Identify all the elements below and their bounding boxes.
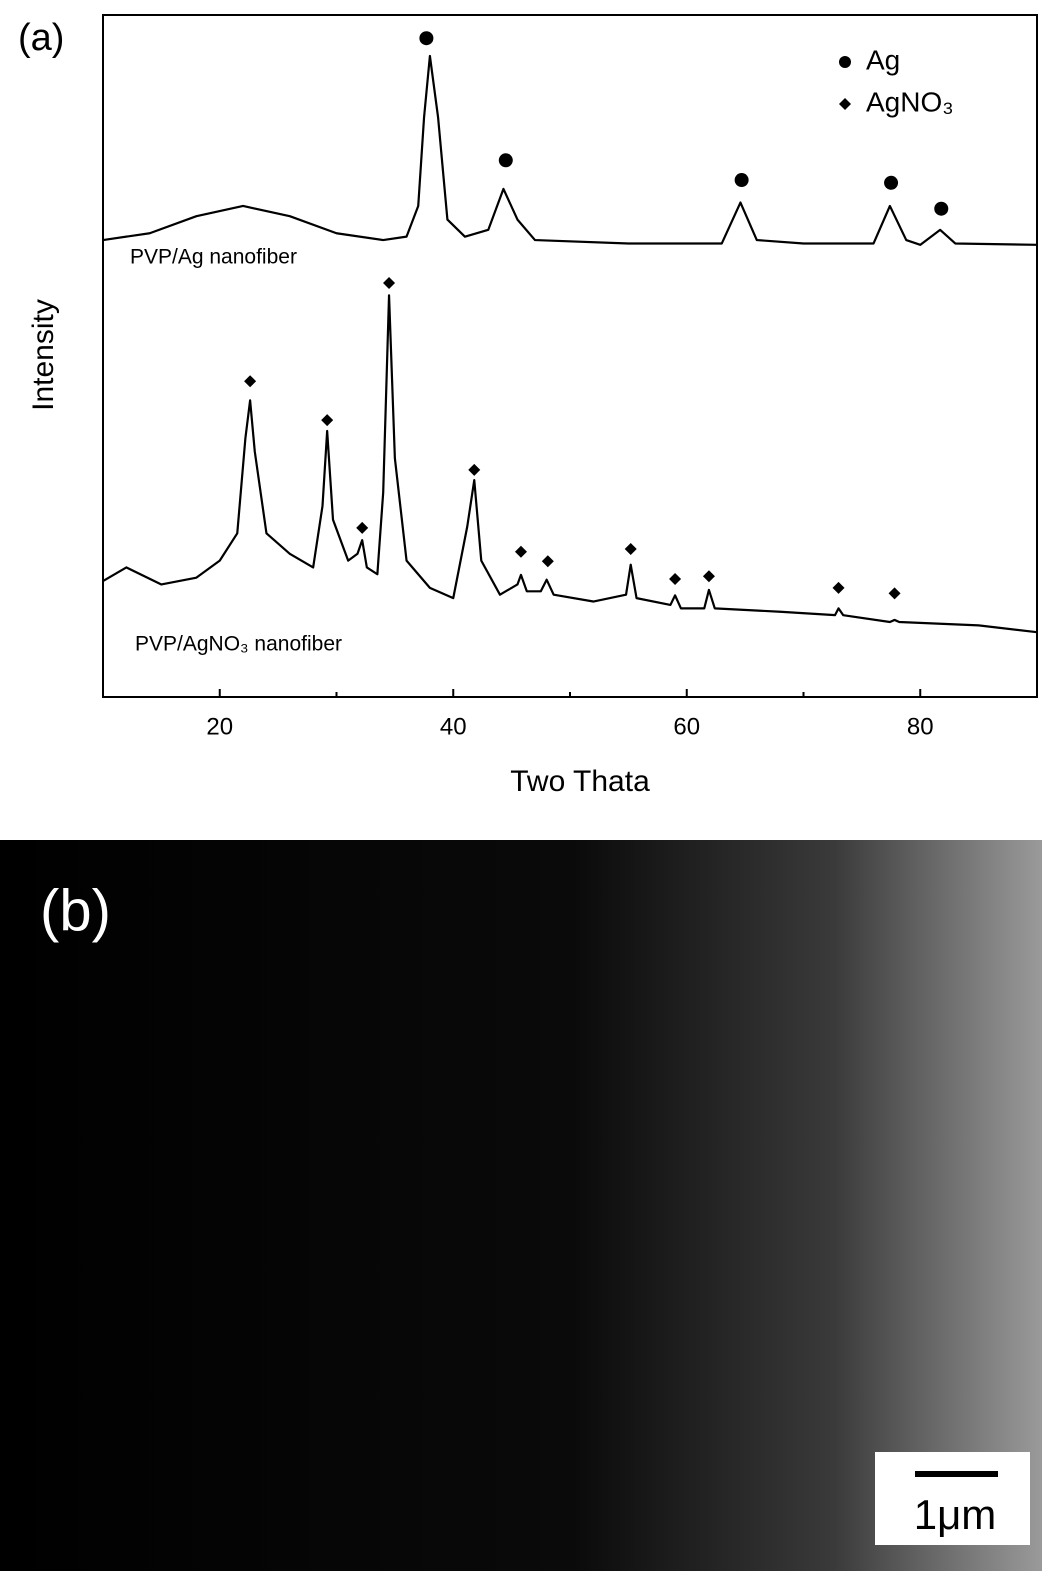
data-line: [102, 54, 1038, 246]
peak-marker: [702, 570, 715, 583]
peak-marker: [321, 414, 334, 427]
panel-label: (a): [18, 17, 64, 59]
legend-marker: [839, 56, 851, 68]
series-label: PVP/Ag nanofiber: [130, 246, 297, 269]
peak-marker: [244, 375, 257, 388]
panel-label: (b): [40, 878, 111, 943]
x-tick-label: 80: [907, 713, 934, 740]
scale-bar: [915, 1471, 998, 1477]
peak-marker: [734, 173, 749, 188]
peak-marker: [541, 555, 554, 568]
peak-marker: [468, 463, 481, 476]
data-line: [102, 294, 1038, 634]
x-tick-label: 20: [206, 713, 233, 740]
peak-marker: [383, 277, 396, 290]
peak-marker: [514, 545, 527, 558]
peak-marker: [498, 153, 513, 168]
peak-marker: [624, 543, 637, 556]
xrd-chart: (a) Two Thata Intensity 20 40 60 80 PVP/Ag n…: [18, 14, 1038, 798]
peak-marker: [832, 581, 845, 594]
scale-bar-box: [875, 1452, 1030, 1545]
series-label: PVP/AgNO₃ nanofiber: [135, 633, 342, 656]
legend-label: Ag: [866, 44, 900, 75]
legend-label: AgNO₃: [866, 86, 954, 117]
sem-background: [0, 840, 1042, 1571]
x-tick-label: 40: [440, 713, 467, 740]
legend-marker: [839, 98, 851, 110]
y-axis-label: Intensity: [27, 299, 60, 411]
peak-marker: [419, 31, 434, 46]
peak-marker: [888, 587, 901, 600]
scale-bar-label: 1μm: [914, 1491, 997, 1538]
peak-marker: [669, 573, 682, 586]
peak-marker: [884, 175, 899, 190]
peak-marker: [356, 521, 369, 534]
x-tick-label: 60: [673, 713, 700, 740]
x-axis-label: Two Thata: [510, 765, 650, 798]
sem-image: (b) 1μm: [0, 840, 1042, 1571]
peak-marker: [934, 201, 949, 216]
